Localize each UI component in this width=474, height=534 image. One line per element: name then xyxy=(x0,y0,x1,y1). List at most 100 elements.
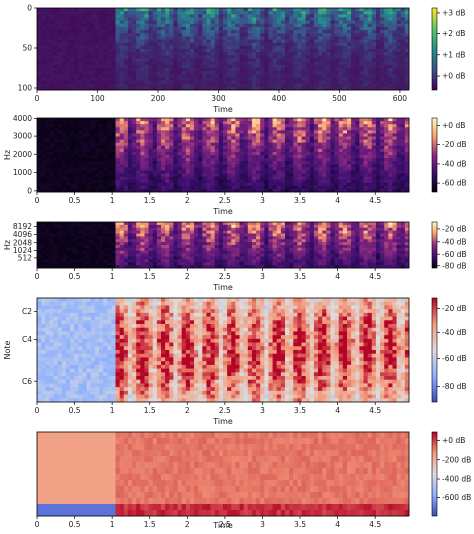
heatmap-cell xyxy=(210,11,216,15)
heatmap-cell xyxy=(305,14,311,18)
heatmap-cell xyxy=(61,139,67,143)
heatmap-cell xyxy=(86,39,92,43)
heatmap-cell xyxy=(347,55,352,59)
heatmap-cell xyxy=(285,30,290,34)
heatmap-cell xyxy=(65,245,71,249)
heatmap-cell xyxy=(165,133,170,137)
heatmap-cell xyxy=(318,151,323,156)
heatmap-cell xyxy=(334,179,340,184)
heatmap-cell xyxy=(371,145,377,150)
heatmap-cell xyxy=(313,11,319,15)
heatmap-cell xyxy=(86,145,92,150)
heatmap-cell xyxy=(115,52,120,56)
heatmap-cell xyxy=(231,185,236,190)
heatmap-cell xyxy=(309,158,315,162)
heatmap-cell xyxy=(359,39,364,43)
heatmap-cell xyxy=(136,124,141,128)
heatmap-cell xyxy=(289,64,294,69)
heatmap-cell xyxy=(90,118,96,122)
heatmap-cell xyxy=(375,167,381,171)
heatmap-cell xyxy=(161,142,166,147)
heatmap-cell xyxy=(140,86,145,91)
heatmap-cell xyxy=(355,130,360,134)
heatmap-cell xyxy=(392,118,397,122)
heatmap-cell xyxy=(189,179,195,184)
heatmap-cell xyxy=(156,145,162,150)
heatmap-cell xyxy=(45,49,50,53)
heatmap-cell xyxy=(140,23,145,28)
heatmap-cell xyxy=(61,77,67,81)
heatmap-cell xyxy=(260,130,265,134)
heatmap-cell xyxy=(74,8,79,12)
heatmap-cell xyxy=(103,236,108,240)
heatmap-cell xyxy=(45,14,50,18)
heatmap-cell xyxy=(45,222,50,226)
heatmap-cell xyxy=(280,11,286,15)
heatmap-cell xyxy=(82,158,87,162)
heatmap-cell xyxy=(351,20,356,25)
heatmap-cell xyxy=(264,158,269,162)
heatmap-cell xyxy=(65,158,71,162)
heatmap-cell xyxy=(297,39,302,43)
heatmap-cell xyxy=(210,52,216,56)
heatmap-cell xyxy=(247,130,253,134)
heatmap-cell xyxy=(305,71,311,75)
heatmap-cell xyxy=(123,42,129,47)
heatmap-cell xyxy=(148,42,154,47)
heatmap-cell xyxy=(65,230,71,234)
heatmap-cell xyxy=(189,11,195,15)
heatmap-cell xyxy=(355,8,360,12)
heatmap-cell xyxy=(289,67,294,72)
heatmap-cell xyxy=(78,227,83,231)
heatmap-cell xyxy=(161,14,166,18)
heatmap-cell xyxy=(57,247,63,252)
heatmap-cell xyxy=(61,188,67,193)
heatmap-cell xyxy=(70,262,75,266)
heatmap-cell xyxy=(45,179,50,184)
heatmap-cell xyxy=(297,164,302,168)
heatmap-cell xyxy=(161,148,166,153)
heatmap-cell xyxy=(396,58,402,62)
heatmap-cell xyxy=(61,49,67,53)
heatmap-cell xyxy=(231,170,236,174)
heatmap-cell xyxy=(49,179,54,184)
heatmap-cell xyxy=(198,55,203,59)
heatmap-cell xyxy=(375,136,381,140)
heatmap-cell xyxy=(132,45,137,50)
heatmap-cell xyxy=(198,145,203,150)
heatmap-cell xyxy=(334,36,340,40)
heatmap-cell xyxy=(363,179,368,184)
heatmap-cell xyxy=(206,121,211,125)
heatmap-cell xyxy=(181,127,187,131)
heatmap-cell xyxy=(57,233,63,237)
heatmap-cell xyxy=(231,42,236,47)
heatmap-cell xyxy=(355,158,360,162)
heatmap-cell xyxy=(347,124,352,128)
heatmap-cell xyxy=(396,124,402,128)
heatmap-cell xyxy=(313,158,319,162)
heatmap-cell xyxy=(41,61,46,66)
heatmap-cell xyxy=(243,145,249,150)
heatmap-cell xyxy=(322,130,327,134)
heatmap-cell xyxy=(301,167,306,171)
heatmap-cell xyxy=(156,118,162,122)
heatmap-cell xyxy=(177,124,182,128)
heatmap-cell xyxy=(243,55,249,59)
heatmap-cell xyxy=(285,8,290,12)
heatmap-cell xyxy=(260,148,265,153)
heatmap-cell xyxy=(41,45,46,50)
heatmap-cell xyxy=(239,42,244,47)
heatmap-cell xyxy=(165,136,170,140)
heatmap-cell xyxy=(94,176,100,180)
heatmap-cell xyxy=(235,42,240,47)
heatmap-cell xyxy=(181,33,187,37)
heatmap-cell xyxy=(115,8,120,12)
heatmap-cell xyxy=(276,64,282,69)
heatmap-cell xyxy=(148,176,154,180)
heatmap-cell xyxy=(181,64,187,69)
heatmap-cell xyxy=(342,158,348,162)
heatmap-cell xyxy=(276,139,282,143)
heatmap-cell xyxy=(173,118,178,122)
heatmap-cell xyxy=(380,124,385,128)
heatmap-cell xyxy=(334,118,340,122)
